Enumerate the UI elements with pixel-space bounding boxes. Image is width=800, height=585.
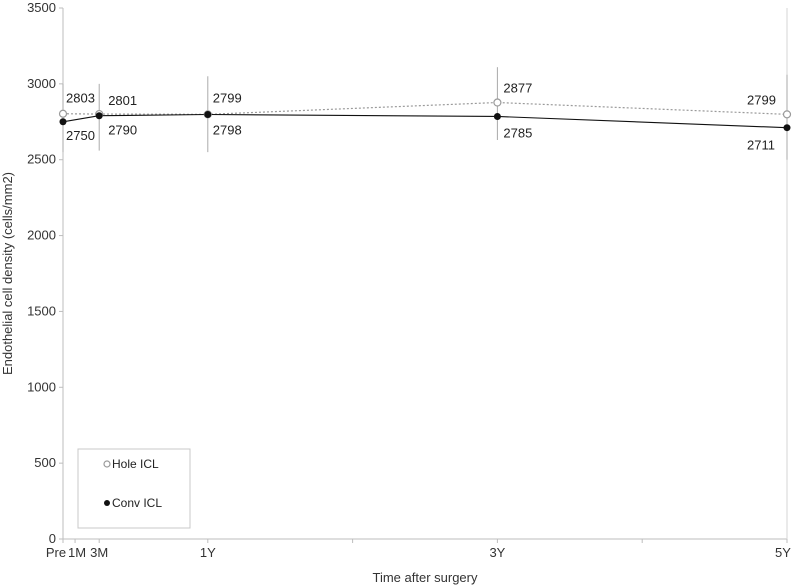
y-tick-label: 3000	[27, 76, 56, 91]
x-axis-title: Time after surgery	[373, 570, 478, 585]
data-label: 2799	[213, 90, 242, 105]
y-tick-label: 500	[34, 455, 56, 470]
data-labels: 2803 2801 2799 2877 2799 2750 2790 2798 2785 2711	[66, 81, 776, 153]
data-label: 2799	[747, 92, 776, 107]
legend-marker-conv-icl	[104, 500, 110, 506]
legend-label: Conv ICL	[112, 496, 162, 510]
marker-conv-icl	[59, 118, 67, 126]
series-lines	[62, 101, 788, 129]
data-label: 2711	[747, 138, 775, 153]
legend: Hole ICL Conv ICL	[77, 448, 191, 529]
series-line	[62, 101, 788, 115]
x-tick-label: 1M	[68, 545, 86, 560]
y-tick-label: 2000	[27, 228, 56, 243]
data-label: 2785	[503, 125, 532, 140]
marker-hole-icl	[58, 109, 68, 118]
marker-conv-icl	[204, 111, 212, 119]
legend-box	[77, 448, 191, 529]
y-axis-title: Endothelial cell density (cells/mm2)	[0, 172, 15, 375]
marker-hole-icl	[782, 110, 792, 119]
y-tick-label: 3500	[27, 0, 56, 15]
data-label: 2798	[213, 123, 242, 138]
marker-conv-icl	[783, 124, 791, 132]
x-tick-label: 5Y	[775, 545, 791, 560]
y-tick-label: 1500	[27, 303, 56, 318]
y-tick-label: 0	[49, 531, 56, 546]
legend-items: Hole ICL Conv ICL	[103, 457, 162, 510]
legend-marker-hole-icl	[103, 460, 111, 468]
x-tick-label: Pre	[46, 545, 66, 560]
data-label: 2801	[108, 93, 137, 108]
y-tick-label: 2500	[27, 152, 56, 167]
legend-label: Hole ICL	[112, 457, 159, 471]
data-label: 2790	[108, 123, 137, 138]
series-line	[62, 113, 788, 129]
data-label: 2750	[66, 128, 95, 143]
marker-hole-icl	[493, 98, 502, 107]
marker-conv-icl	[493, 112, 501, 120]
data-label: 2803	[66, 91, 95, 106]
error-bars	[62, 67, 788, 160]
axes: 0 500 1000 1500 2000 2500 3000 3500 Pre 1M 3M 1Y 3Y 5…	[27, 0, 791, 560]
marker-conv-icl	[95, 112, 103, 120]
x-tick-label: 3M	[90, 545, 108, 560]
y-tick-label: 1000	[27, 379, 56, 394]
series-markers	[58, 98, 792, 132]
x-tick-label: 1Y	[200, 545, 216, 560]
data-label: 2877	[503, 81, 532, 96]
x-tick-label: 3Y	[489, 545, 505, 560]
